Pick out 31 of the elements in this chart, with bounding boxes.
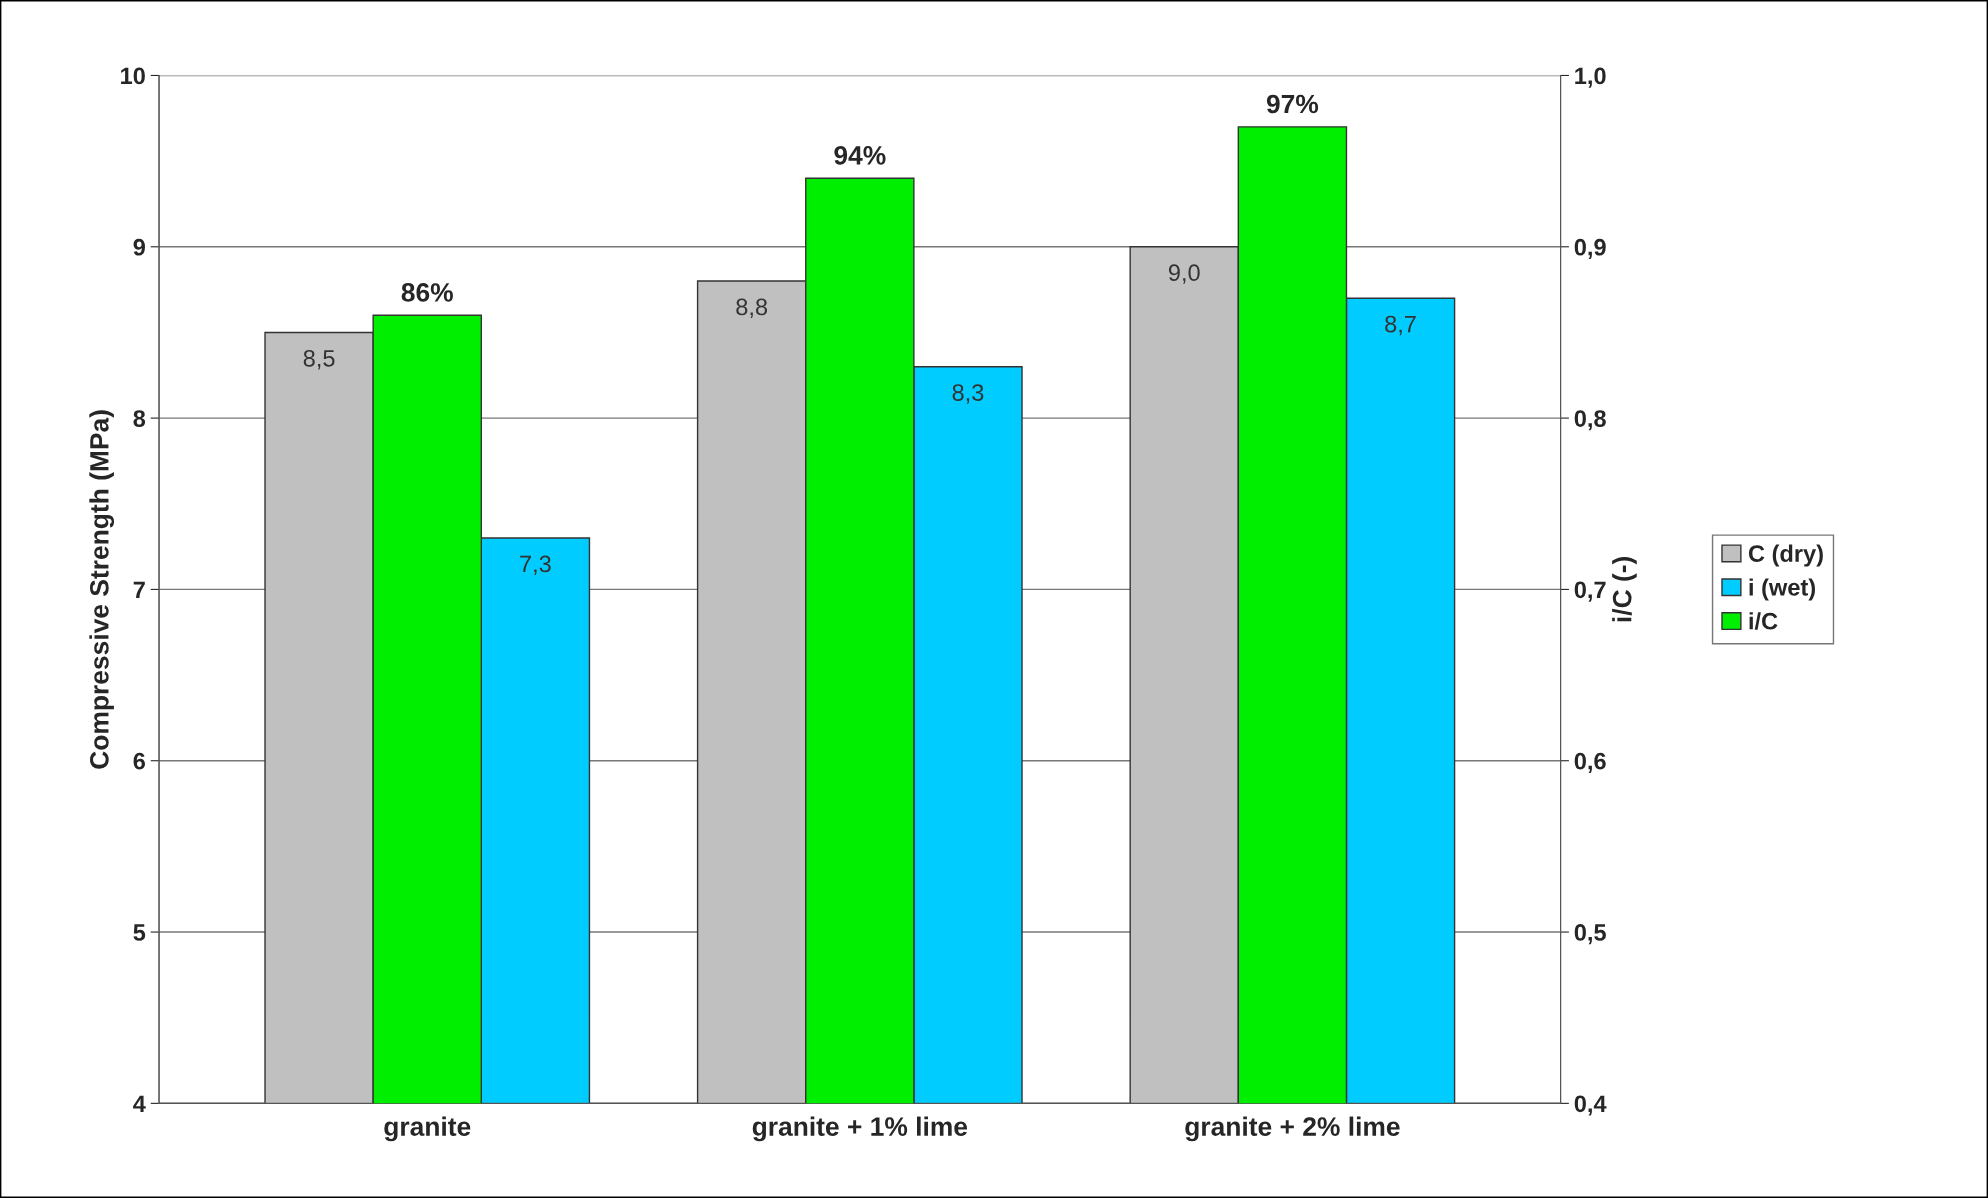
y2-axis-title: i/C (-)	[1612, 557, 1637, 622]
data-label: 7,3	[520, 555, 551, 576]
y2-tick-label: 0,9	[1574, 238, 1606, 259]
y-tick-label: 5	[133, 924, 146, 941]
x-tick-label: granite + 2% lime	[1185, 1116, 1400, 1142]
y-tick-label: 4	[133, 1095, 146, 1112]
data-label: 8,5	[303, 349, 335, 370]
y2-tick-label: 1,0	[1575, 67, 1606, 88]
data-label: 97%	[1266, 94, 1319, 114]
y-tick-label: 8	[133, 410, 146, 427]
y-tick-label: 6	[133, 752, 145, 770]
y2-tick-label: 0,7	[1574, 581, 1606, 602]
data-label: 8,8	[736, 298, 768, 319]
data-label: 94%	[834, 146, 886, 165]
y-tick-label: 10	[121, 67, 145, 85]
legend-label: C (dry)	[1748, 544, 1823, 567]
legend-label: i (wet)	[1749, 578, 1815, 601]
data-label: 8,3	[952, 384, 984, 404]
x-tick-label: granite + 1% lime	[752, 1116, 968, 1142]
legend-label: i/C	[1749, 612, 1778, 630]
y2-tick-label: 0,5	[1574, 924, 1606, 945]
y2-tick-label: 0,8	[1574, 410, 1606, 431]
x-tick-label: granite	[384, 1116, 471, 1142]
y-tick-label: 7	[133, 581, 145, 598]
y2-tick-label: 0,6	[1574, 752, 1606, 773]
data-label: 8,7	[1385, 315, 1416, 336]
y-axis-title: Compressive Strength (MPa)	[89, 410, 115, 769]
y2-tick-label: 0,4	[1574, 1095, 1607, 1116]
data-label: 86%	[401, 283, 453, 302]
data-label: 9,0	[1168, 264, 1200, 284]
y-tick-label: 9	[133, 238, 145, 256]
